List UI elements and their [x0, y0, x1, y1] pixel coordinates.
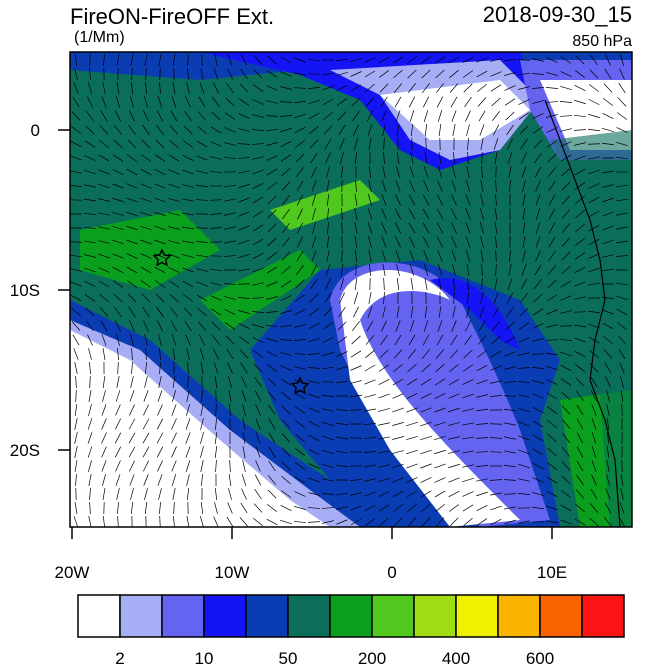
colorbar-label: 2	[115, 649, 124, 667]
colorbar-box	[456, 595, 498, 637]
units: (1/Mm)	[74, 29, 125, 46]
colorbar-box	[78, 595, 120, 637]
lon-label: 10E	[537, 563, 567, 582]
colorbar-box	[120, 595, 162, 637]
colorbar-label: 200	[358, 649, 386, 667]
colorbar-label: 400	[442, 649, 470, 667]
lon-label: 10W	[215, 563, 250, 582]
colorbar-box	[330, 595, 372, 637]
colorbar-box	[372, 595, 414, 637]
colorbar-box	[204, 595, 246, 637]
colorbar-box	[414, 595, 456, 637]
colorbar-box	[540, 595, 582, 637]
colorbar-label: 10	[195, 649, 214, 667]
colorbar-box	[246, 595, 288, 637]
colorbar-label: 600	[526, 649, 554, 667]
map-field	[70, 52, 632, 528]
colorbar-box	[582, 595, 624, 637]
lat-label: 10S	[10, 281, 40, 300]
lat-label: 20S	[10, 441, 40, 460]
colorbar-box	[162, 595, 204, 637]
lon-label: 0	[387, 563, 396, 582]
title: FireON-FireOFF Ext.	[70, 4, 274, 29]
colorbar: 2 10 50 200 400 600	[78, 595, 624, 667]
colorbar-box	[498, 595, 540, 637]
time: 2018-09-30_15	[483, 2, 632, 27]
lat-label: 0	[31, 121, 40, 140]
lon-label: 20W	[55, 563, 90, 582]
colorbar-box	[288, 595, 330, 637]
colorbar-label: 50	[279, 649, 298, 667]
level: 850 hPa	[572, 33, 632, 50]
